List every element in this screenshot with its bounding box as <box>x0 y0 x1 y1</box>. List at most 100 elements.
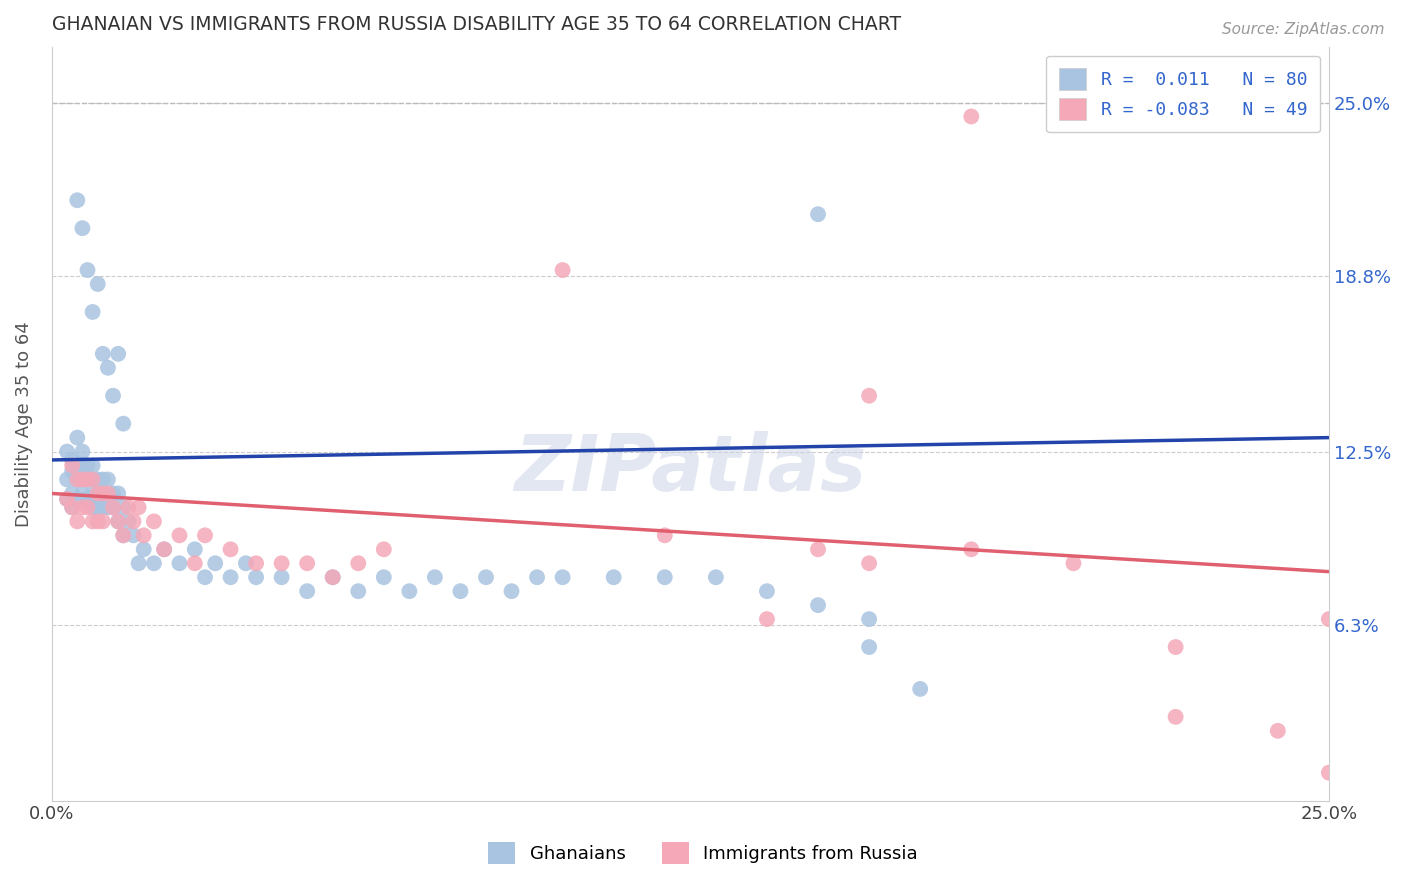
Point <box>101 500 124 515</box>
Point <box>153 542 176 557</box>
Point <box>807 207 830 221</box>
Legend: R =  0.011   N = 80, R = -0.083   N = 49: R = 0.011 N = 80, R = -0.083 N = 49 <box>1046 55 1320 132</box>
Point <box>91 515 114 529</box>
Point <box>142 556 165 570</box>
Point <box>87 277 110 291</box>
Point <box>82 458 104 473</box>
Point <box>398 584 420 599</box>
Point <box>169 556 191 570</box>
Point <box>82 473 104 487</box>
Point <box>101 486 124 500</box>
Point <box>97 500 120 515</box>
Point <box>91 347 114 361</box>
Point <box>97 473 120 487</box>
Point <box>295 584 318 599</box>
Point <box>60 458 83 473</box>
Point <box>153 542 176 557</box>
Point <box>858 556 880 570</box>
Point <box>72 473 94 487</box>
Point <box>101 500 124 515</box>
Point <box>87 515 110 529</box>
Point <box>184 556 207 570</box>
Point <box>807 598 830 612</box>
Point <box>117 515 139 529</box>
Point <box>107 515 129 529</box>
Point <box>60 453 83 467</box>
Point <box>76 491 98 506</box>
Point <box>1317 612 1340 626</box>
Point <box>56 491 79 506</box>
Point <box>858 612 880 626</box>
Point <box>654 570 676 584</box>
Point <box>87 486 110 500</box>
Point <box>132 528 155 542</box>
Point <box>295 556 318 570</box>
Point <box>112 417 135 431</box>
Point <box>245 570 267 584</box>
Point <box>1164 640 1187 654</box>
Point <box>347 556 370 570</box>
Point <box>66 515 89 529</box>
Point <box>1267 723 1289 738</box>
Y-axis label: Disability Age 35 to 64: Disability Age 35 to 64 <box>15 321 32 526</box>
Point <box>72 458 94 473</box>
Point <box>117 500 139 515</box>
Point <box>122 528 145 542</box>
Point <box>245 556 267 570</box>
Point <box>1164 710 1187 724</box>
Point <box>204 556 226 570</box>
Point <box>1062 556 1084 570</box>
Point <box>76 473 98 487</box>
Point <box>82 305 104 319</box>
Point <box>142 515 165 529</box>
Point <box>91 486 114 500</box>
Point <box>526 570 548 584</box>
Point <box>960 110 983 124</box>
Point <box>169 528 191 542</box>
Point <box>97 486 120 500</box>
Point <box>66 458 89 473</box>
Text: ZIPatlas: ZIPatlas <box>515 431 866 507</box>
Point <box>87 473 110 487</box>
Point <box>373 542 395 557</box>
Point <box>423 570 446 584</box>
Point <box>66 193 89 207</box>
Point <box>602 570 624 584</box>
Point <box>107 486 129 500</box>
Point <box>56 473 79 487</box>
Text: GHANAIAN VS IMMIGRANTS FROM RUSSIA DISABILITY AGE 35 TO 64 CORRELATION CHART: GHANAIAN VS IMMIGRANTS FROM RUSSIA DISAB… <box>52 15 901 34</box>
Point <box>960 542 983 557</box>
Point <box>87 486 110 500</box>
Point <box>322 570 344 584</box>
Point <box>72 473 94 487</box>
Point <box>66 491 89 506</box>
Point <box>56 444 79 458</box>
Point <box>60 486 83 500</box>
Point <box>704 570 727 584</box>
Point <box>72 444 94 458</box>
Point <box>322 570 344 584</box>
Point <box>97 360 120 375</box>
Point <box>91 500 114 515</box>
Point <box>755 584 778 599</box>
Point <box>82 473 104 487</box>
Point <box>194 570 217 584</box>
Point <box>858 389 880 403</box>
Point <box>112 528 135 542</box>
Point <box>347 584 370 599</box>
Point <box>1317 765 1340 780</box>
Text: Source: ZipAtlas.com: Source: ZipAtlas.com <box>1222 22 1385 37</box>
Point <box>908 681 931 696</box>
Point <box>76 473 98 487</box>
Point <box>91 486 114 500</box>
Legend: Ghanaians, Immigrants from Russia: Ghanaians, Immigrants from Russia <box>474 828 932 879</box>
Point <box>87 500 110 515</box>
Point <box>194 528 217 542</box>
Point <box>101 389 124 403</box>
Point <box>132 542 155 557</box>
Point <box>755 612 778 626</box>
Point <box>128 500 150 515</box>
Point <box>654 528 676 542</box>
Point <box>270 556 292 570</box>
Point <box>219 542 242 557</box>
